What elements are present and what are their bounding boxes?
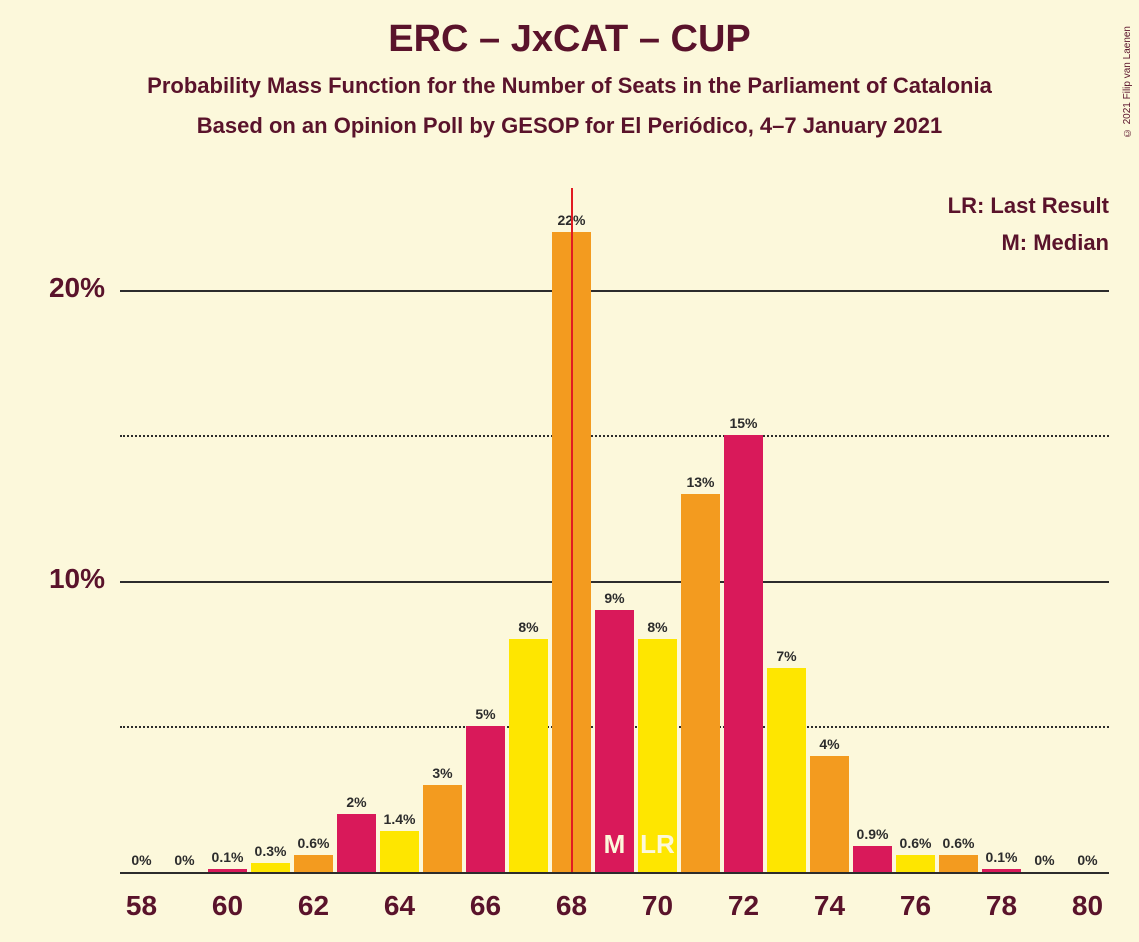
- bar-value-label: 0.6%: [943, 835, 975, 851]
- bar-value-label: 4%: [819, 736, 839, 752]
- chart-area: 10%20%5860626466687072747678800%0%0.1%0.…: [120, 188, 1109, 872]
- bar: [380, 831, 419, 872]
- bar: [294, 855, 333, 872]
- x-axis-label: 64: [384, 890, 415, 922]
- x-axis-label: 58: [126, 890, 157, 922]
- bar-value-label: 1.4%: [384, 811, 416, 827]
- plot-region: 10%20%5860626466687072747678800%0%0.1%0.…: [120, 188, 1109, 872]
- gridline: [120, 435, 1109, 437]
- gridline: [120, 872, 1109, 874]
- bar: [982, 869, 1021, 872]
- gridline: [120, 581, 1109, 583]
- x-axis-label: 62: [298, 890, 329, 922]
- bar: [251, 863, 290, 872]
- copyright-text: © 2021 Filip van Laenen: [1122, 26, 1133, 138]
- bar-value-label: 5%: [475, 706, 495, 722]
- x-axis-label: 74: [814, 890, 845, 922]
- gridline: [120, 290, 1109, 292]
- bar: [466, 726, 505, 872]
- bar: [810, 756, 849, 872]
- bar: [853, 846, 892, 872]
- y-axis-label: 20%: [25, 272, 105, 304]
- x-axis-label: 60: [212, 890, 243, 922]
- bar-value-label: 2%: [346, 794, 366, 810]
- bar: [896, 855, 935, 872]
- bar-value-label: 0%: [131, 852, 151, 868]
- x-axis-label: 66: [470, 890, 501, 922]
- bar-value-label: 0%: [174, 852, 194, 868]
- bar: [423, 785, 462, 872]
- bar-value-label: 0%: [1034, 852, 1054, 868]
- bar-value-label: 15%: [729, 415, 757, 431]
- bar: [939, 855, 978, 872]
- bar-value-label: 0.6%: [900, 835, 932, 851]
- x-axis-label: 80: [1072, 890, 1103, 922]
- bar-value-label: 0.6%: [298, 835, 330, 851]
- y-axis-label: 10%: [25, 563, 105, 595]
- bar-value-label: 3%: [432, 765, 452, 781]
- chart-title: ERC – JxCAT – CUP: [0, 18, 1139, 61]
- x-axis-label: 70: [642, 890, 673, 922]
- bar-value-label: 8%: [647, 619, 667, 635]
- bar-value-label: 0%: [1077, 852, 1097, 868]
- bar: [681, 494, 720, 872]
- median-line: [571, 188, 573, 872]
- bar-value-label: 13%: [686, 474, 714, 490]
- bar-inner-label: LR: [640, 829, 675, 860]
- bar-value-label: 0.3%: [255, 843, 287, 859]
- bar: [337, 814, 376, 872]
- bar-value-label: 8%: [518, 619, 538, 635]
- x-axis-label: 76: [900, 890, 931, 922]
- bar-inner-label: M: [604, 829, 626, 860]
- bar: [724, 435, 763, 872]
- bar: [509, 639, 548, 872]
- x-axis-label: 72: [728, 890, 759, 922]
- bar-value-label: 7%: [776, 648, 796, 664]
- bar-value-label: 0.9%: [857, 826, 889, 842]
- x-axis-label: 78: [986, 890, 1017, 922]
- x-axis-label: 68: [556, 890, 587, 922]
- chart-subtitle-1: Probability Mass Function for the Number…: [0, 73, 1139, 99]
- chart-subtitle-2: Based on an Opinion Poll by GESOP for El…: [0, 113, 1139, 139]
- bar-value-label: 0.1%: [212, 849, 244, 865]
- bar-value-label: 0.1%: [986, 849, 1018, 865]
- bar: [767, 668, 806, 872]
- bar-value-label: 9%: [604, 590, 624, 606]
- bar: [208, 869, 247, 872]
